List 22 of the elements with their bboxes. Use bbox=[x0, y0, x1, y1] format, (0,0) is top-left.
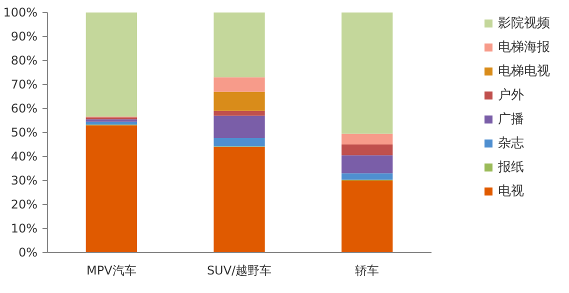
legend-label: 影院视频 bbox=[498, 15, 550, 32]
legend-label: 电梯海报 bbox=[498, 39, 550, 56]
legend-label: 杂志 bbox=[498, 135, 524, 152]
y-tick-label: 90% bbox=[10, 30, 38, 44]
legend-label: 电梯电视 bbox=[498, 63, 550, 80]
y-tick-label: 80% bbox=[10, 54, 38, 68]
y-tick-label: 20% bbox=[10, 198, 38, 212]
y-tick-label: 50% bbox=[10, 126, 38, 140]
legend-label: 户外 bbox=[498, 87, 524, 104]
x-tick-label: 轿车 bbox=[355, 264, 380, 278]
y-tick-label: 100% bbox=[3, 6, 38, 20]
y-tick-label: 70% bbox=[10, 78, 38, 92]
legend-label: 报纸 bbox=[498, 159, 524, 176]
y-tick-label: 30% bbox=[10, 174, 38, 188]
y-tick-label: 0% bbox=[18, 246, 38, 260]
y-tick-label: 10% bbox=[10, 222, 38, 236]
x-tick-label: SUV/越野车 bbox=[206, 264, 272, 278]
legend-label: 电视 bbox=[498, 183, 524, 200]
y-tick-label: 40% bbox=[10, 150, 38, 164]
legend-label: 广播 bbox=[498, 111, 524, 128]
y-tick-label: 60% bbox=[10, 102, 38, 116]
x-tick-label: MPV汽车 bbox=[86, 264, 136, 278]
